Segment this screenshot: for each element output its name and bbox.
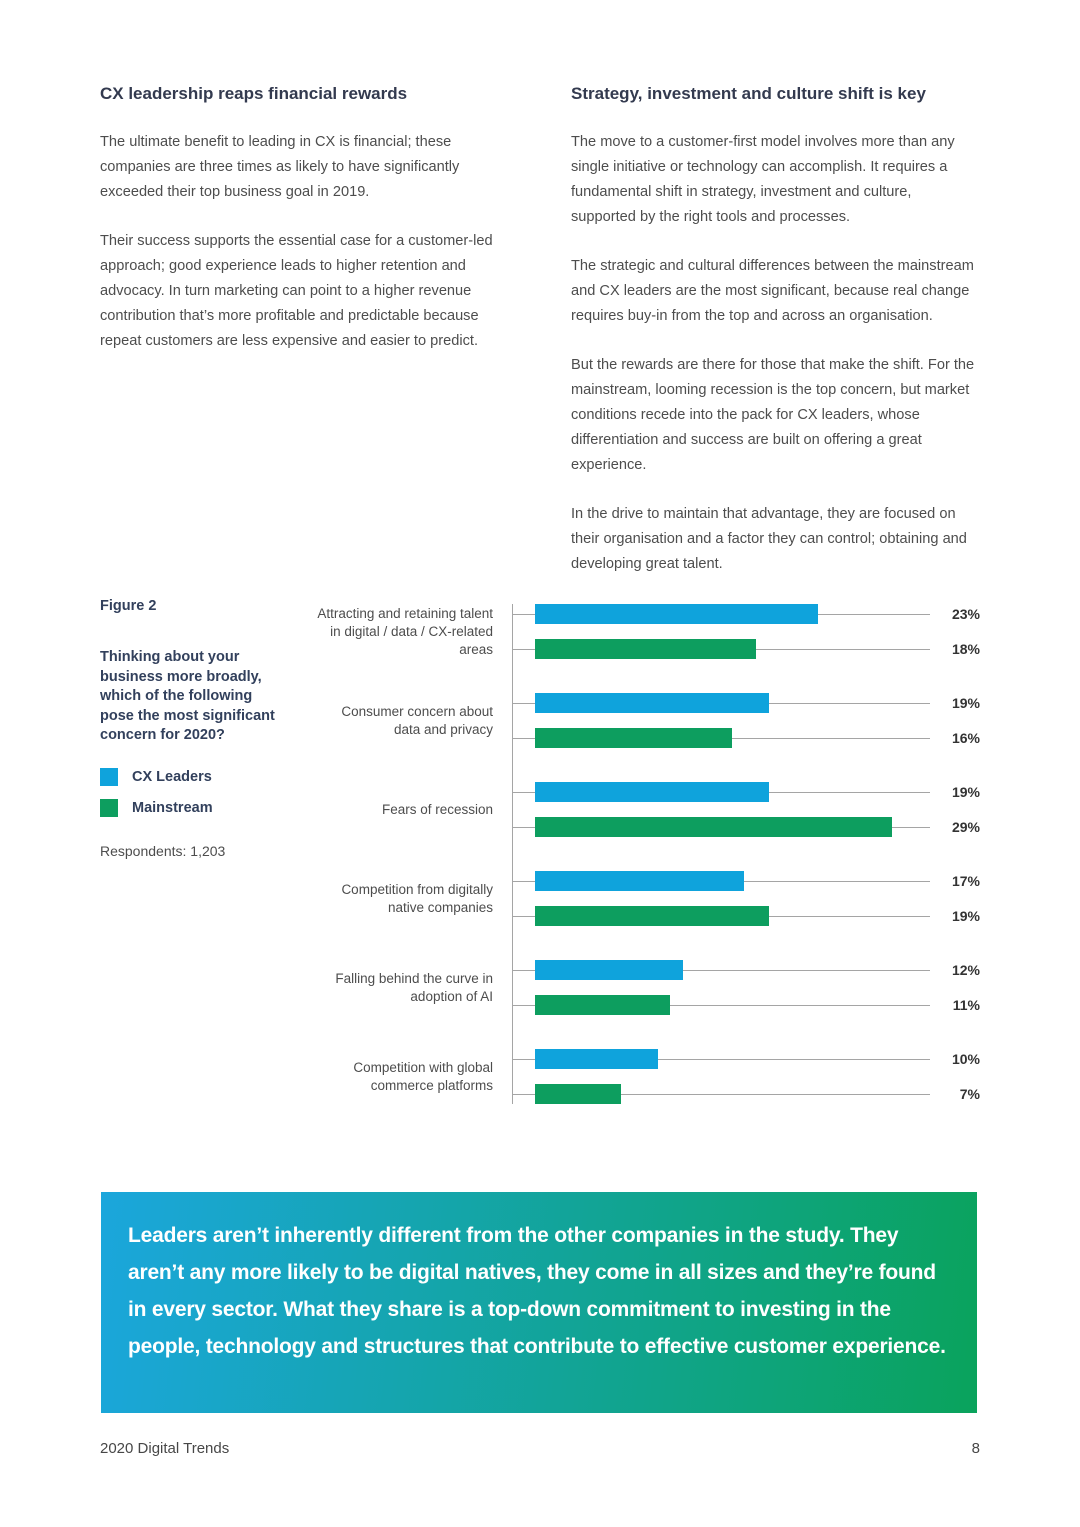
bar-track xyxy=(512,960,930,980)
bar-row: 16% xyxy=(512,728,980,748)
value-label: 23% xyxy=(951,606,980,622)
quote-text: Leaders aren’t inherently different from… xyxy=(128,1224,946,1358)
value-label: 17% xyxy=(951,873,980,889)
category-label: Fears of recession xyxy=(381,801,493,817)
bar-cx-leaders xyxy=(535,960,683,980)
bar-track xyxy=(512,639,930,659)
bar-chart-groups: Attracting and retaining talent in digit… xyxy=(312,604,980,1104)
legend-item-mainstream: Mainstream xyxy=(100,798,278,817)
right-paragraph-1: The move to a customer-first model invol… xyxy=(571,134,955,225)
category-label: Competition with global commerce platfor… xyxy=(353,1059,493,1093)
category-bars: 19% 16% xyxy=(512,693,980,748)
figure-label: Figure 2 xyxy=(100,598,157,614)
value-label: 18% xyxy=(951,641,980,657)
left-column-heading: CX leadership reaps financial rewards xyxy=(100,84,408,103)
value-label: 10% xyxy=(951,1051,980,1067)
bar-track xyxy=(512,1084,930,1104)
bar-row: 18% xyxy=(512,639,980,659)
bar-track xyxy=(512,693,930,713)
bar-track xyxy=(512,728,930,748)
category-label: Falling behind the curve in adoption of … xyxy=(335,970,493,1004)
legend-label-cx-leaders: CX Leaders xyxy=(132,768,212,785)
footer-title: 2020 Digital Trends xyxy=(100,1440,230,1457)
legend-label-mainstream: Mainstream xyxy=(132,799,213,816)
category-bars: 19% 29% xyxy=(512,782,980,837)
right-paragraph-2: The strategic and cultural differences b… xyxy=(571,258,974,324)
bar-cx-leaders xyxy=(535,693,769,713)
bar-chart: Attracting and retaining talent in digit… xyxy=(312,598,980,1104)
right-paragraph-3: But the rewards are there for those that… xyxy=(571,357,975,473)
right-column: Strategy, investment and culture shift i… xyxy=(571,84,980,601)
bar-mainstream xyxy=(535,1084,621,1104)
bar-track xyxy=(512,871,930,891)
chart-group: Attracting and retaining talent in digit… xyxy=(312,604,980,659)
bar-row: 19% xyxy=(512,906,980,926)
right-column-heading: Strategy, investment and culture shift i… xyxy=(571,84,926,103)
chart-axis-line xyxy=(512,604,513,1104)
bar-row: 19% xyxy=(512,782,980,802)
bar-track xyxy=(512,782,930,802)
chart-group: Falling behind the curve in adoption of … xyxy=(312,960,980,1015)
bar-track xyxy=(512,906,930,926)
bar-row: 10% xyxy=(512,1049,980,1069)
bar-cx-leaders xyxy=(535,1049,658,1069)
bar-track xyxy=(512,604,930,624)
page-footer: 2020 Digital Trends 8 xyxy=(100,1440,980,1457)
chart-legend: CX Leaders Mainstream xyxy=(100,767,278,817)
bar-track xyxy=(512,995,930,1015)
bar-track xyxy=(512,1049,930,1069)
value-label: 19% xyxy=(951,784,980,800)
category-label: Consumer concern about data and privacy xyxy=(341,703,493,737)
bar-mainstream xyxy=(535,639,756,659)
text-columns: CX leadership reaps financial rewards Th… xyxy=(100,84,980,601)
bar-row: 19% xyxy=(512,693,980,713)
bar-row: 17% xyxy=(512,871,980,891)
left-paragraph-2: Their success supports the essential cas… xyxy=(100,233,493,349)
bar-mainstream xyxy=(535,817,892,837)
quote-box: Leaders aren’t inherently different from… xyxy=(101,1192,977,1413)
legend-swatch-mainstream xyxy=(100,798,118,817)
bar-cx-leaders xyxy=(535,871,744,891)
value-label: 11% xyxy=(952,997,980,1013)
bar-mainstream xyxy=(535,728,732,748)
bar-cx-leaders xyxy=(535,604,818,624)
value-label: 19% xyxy=(951,695,980,711)
value-label: 16% xyxy=(951,730,980,746)
category-bars: 12% 11% xyxy=(512,960,980,1015)
value-label: 7% xyxy=(959,1086,980,1102)
legend-swatch-cx-leaders xyxy=(100,767,118,786)
chart-group: Competition from digitally native compan… xyxy=(312,871,980,926)
figure-2-section: Figure 2 Thinking about your business mo… xyxy=(100,598,980,1104)
chart-group: Competition with global commerce platfor… xyxy=(312,1049,980,1104)
bar-row: 7% xyxy=(512,1084,980,1104)
left-column: CX leadership reaps financial rewards Th… xyxy=(100,84,509,601)
value-label: 29% xyxy=(951,819,980,835)
left-paragraph-1: The ultimate benefit to leading in CX is… xyxy=(100,134,460,200)
bar-row: 12% xyxy=(512,960,980,980)
bar-row: 29% xyxy=(512,817,980,837)
bar-mainstream xyxy=(535,906,769,926)
category-label: Attracting and retaining talent in digit… xyxy=(317,605,493,657)
respondents-note: Respondents: 1,203 xyxy=(100,842,226,859)
figure-sidebar: Figure 2 Thinking about your business mo… xyxy=(100,598,312,1104)
chart-group: Fears of recession 19% 29% xyxy=(312,782,980,837)
value-label: 12% xyxy=(951,962,980,978)
bar-mainstream xyxy=(535,995,670,1015)
category-bars: 23% 18% xyxy=(512,604,980,659)
value-label: 19% xyxy=(951,908,980,924)
bar-cx-leaders xyxy=(535,782,769,802)
figure-question: Thinking about your business more broadl… xyxy=(100,649,275,743)
footer-page-number: 8 xyxy=(971,1440,980,1457)
right-paragraph-4: In the drive to maintain that advantage,… xyxy=(571,506,967,572)
chart-group: Consumer concern about data and privacy 1… xyxy=(312,693,980,748)
category-bars: 17% 19% xyxy=(512,871,980,926)
bar-track xyxy=(512,817,930,837)
bar-row: 23% xyxy=(512,604,980,624)
category-label: Competition from digitally native compan… xyxy=(341,881,493,915)
category-bars: 10% 7% xyxy=(512,1049,980,1104)
legend-item-cx-leaders: CX Leaders xyxy=(100,767,278,786)
bar-row: 11% xyxy=(512,995,980,1015)
